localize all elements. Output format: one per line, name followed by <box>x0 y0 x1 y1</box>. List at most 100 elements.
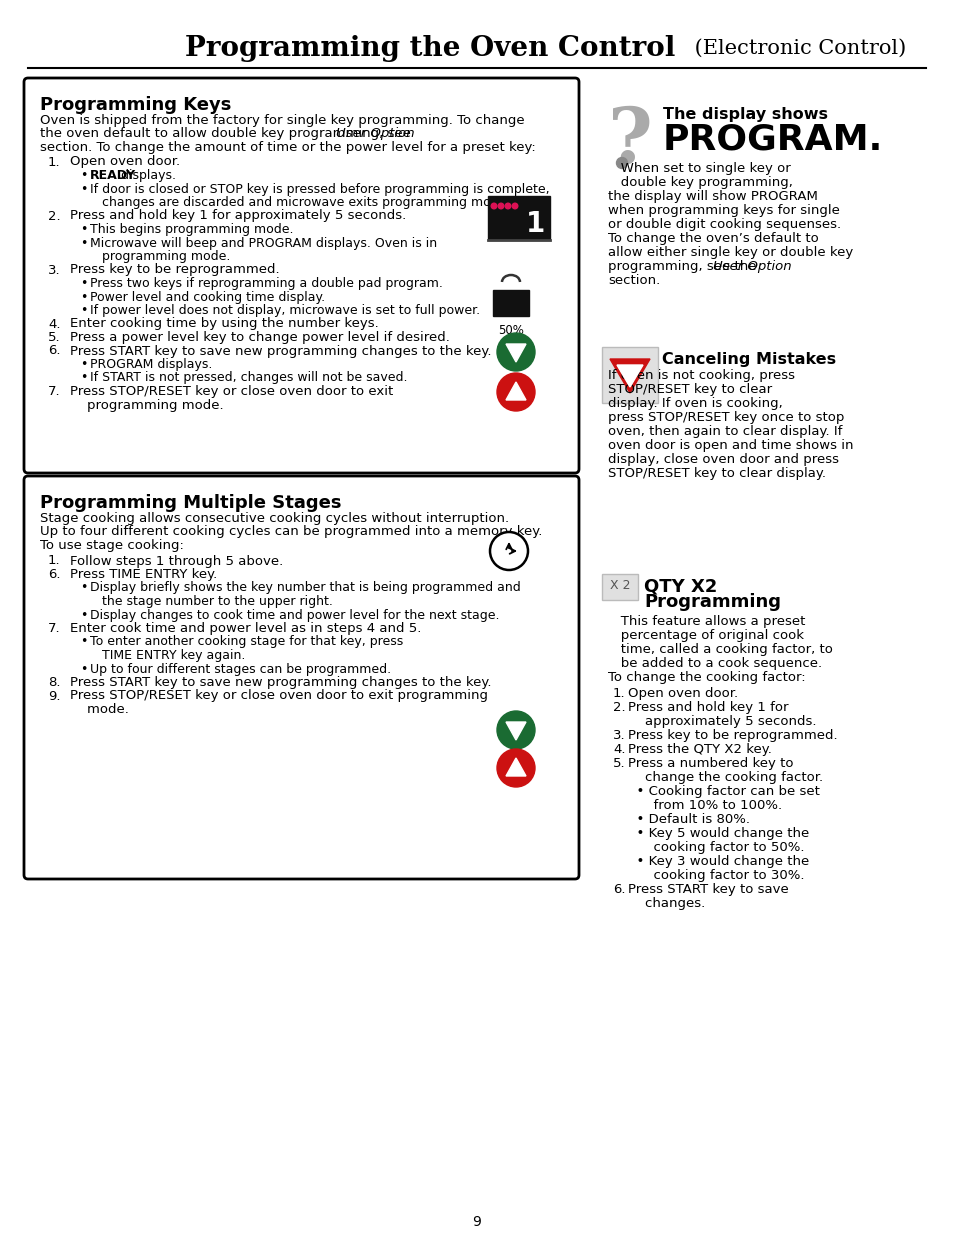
Text: Open oven door.: Open oven door. <box>627 687 738 700</box>
Text: The display shows: The display shows <box>662 107 827 122</box>
Text: TIME ENTRY key again.: TIME ENTRY key again. <box>90 650 245 662</box>
Text: Follow steps 1 through 5 above.: Follow steps 1 through 5 above. <box>70 555 283 568</box>
Text: READY: READY <box>90 169 136 182</box>
FancyBboxPatch shape <box>601 347 658 403</box>
FancyBboxPatch shape <box>493 290 529 316</box>
Text: If START is not pressed, changes will not be saved.: If START is not pressed, changes will no… <box>90 372 407 384</box>
Circle shape <box>616 158 627 168</box>
Text: (Electronic Control): (Electronic Control) <box>687 38 905 58</box>
Text: programming mode.: programming mode. <box>70 399 223 411</box>
FancyBboxPatch shape <box>24 475 578 879</box>
Text: 1: 1 <box>526 210 545 238</box>
Text: •: • <box>80 636 88 648</box>
Text: If oven is not cooking, press: If oven is not cooking, press <box>607 369 794 382</box>
Text: or double digit cooking sequenses.: or double digit cooking sequenses. <box>607 219 841 231</box>
Text: Microwave will beep and PROGRAM displays. Oven is in: Microwave will beep and PROGRAM displays… <box>90 236 436 249</box>
Text: Press key to be reprogrammed.: Press key to be reprogrammed. <box>70 263 279 277</box>
Text: Press a numbered key to: Press a numbered key to <box>627 757 793 769</box>
Text: Display changes to cook time and power level for the next stage.: Display changes to cook time and power l… <box>90 609 499 621</box>
Text: •: • <box>80 662 88 676</box>
Text: Press STOP/RESET key or close oven door to exit: Press STOP/RESET key or close oven door … <box>70 385 393 398</box>
Text: 9: 9 <box>472 1215 481 1229</box>
Text: Press START key to save new programming changes to the key.: Press START key to save new programming … <box>70 345 491 357</box>
Polygon shape <box>505 345 525 362</box>
Text: 4.: 4. <box>613 743 625 756</box>
FancyBboxPatch shape <box>601 574 638 600</box>
Polygon shape <box>505 722 525 740</box>
Circle shape <box>491 204 497 209</box>
Text: Canceling Mistakes: Canceling Mistakes <box>661 352 835 367</box>
Text: 1.: 1. <box>48 156 61 168</box>
Text: User Option: User Option <box>335 127 415 141</box>
Text: 9.: 9. <box>48 689 60 703</box>
Text: Programming Keys: Programming Keys <box>40 96 232 114</box>
Circle shape <box>490 532 527 571</box>
Text: Press two keys if reprogramming a double pad program.: Press two keys if reprogramming a double… <box>90 277 442 290</box>
Text: •: • <box>80 358 88 370</box>
Text: displays.: displays. <box>117 169 175 182</box>
Text: Press key to be reprogrammed.: Press key to be reprogrammed. <box>627 729 837 742</box>
Text: •: • <box>80 609 88 621</box>
Text: •: • <box>80 290 88 304</box>
Text: •: • <box>80 183 88 195</box>
Text: Press and hold key 1 for: Press and hold key 1 for <box>627 701 788 714</box>
Text: 8.: 8. <box>48 676 60 689</box>
Text: section.: section. <box>607 274 659 287</box>
Text: time, called a cooking factor, to: time, called a cooking factor, to <box>607 643 832 656</box>
Text: Programming the Oven Control: Programming the Oven Control <box>185 35 675 62</box>
Text: double key programming,: double key programming, <box>607 177 792 189</box>
Polygon shape <box>617 366 642 387</box>
Text: 6.: 6. <box>613 883 625 897</box>
Text: press STOP/RESET key once to stop: press STOP/RESET key once to stop <box>607 411 843 424</box>
Text: display. If oven is cooking,: display. If oven is cooking, <box>607 396 781 410</box>
Text: 1.: 1. <box>613 687 625 700</box>
Circle shape <box>497 333 535 370</box>
Text: 1.: 1. <box>48 555 61 568</box>
Text: Press START key to save: Press START key to save <box>627 883 788 897</box>
Text: the stage number to the upper right.: the stage number to the upper right. <box>90 595 333 608</box>
Text: If power level does not display, microwave is set to full power.: If power level does not display, microwa… <box>90 304 479 317</box>
Text: •: • <box>80 304 88 317</box>
Text: To use stage cooking:: To use stage cooking: <box>40 538 184 552</box>
Text: the display will show PROGRAM: the display will show PROGRAM <box>607 190 817 203</box>
Text: PROGRAM displays.: PROGRAM displays. <box>90 358 213 370</box>
Text: To change the cooking factor:: To change the cooking factor: <box>607 671 804 684</box>
Text: cooking factor to 50%.: cooking factor to 50%. <box>627 841 803 853</box>
Circle shape <box>497 204 503 209</box>
FancyBboxPatch shape <box>24 78 578 473</box>
Text: changes.: changes. <box>627 897 704 910</box>
Text: • Default is 80%.: • Default is 80%. <box>627 813 749 826</box>
Text: oven door is open and time shows in: oven door is open and time shows in <box>607 438 853 452</box>
Text: 7.: 7. <box>48 385 61 398</box>
Text: STOP/RESET key to clear: STOP/RESET key to clear <box>607 383 771 396</box>
Text: This begins programming mode.: This begins programming mode. <box>90 224 294 236</box>
Circle shape <box>497 373 535 411</box>
Polygon shape <box>609 359 649 393</box>
Text: Press STOP/RESET key or close oven door to exit programming: Press STOP/RESET key or close oven door … <box>70 689 488 703</box>
FancyBboxPatch shape <box>488 196 550 240</box>
Text: Programming Multiple Stages: Programming Multiple Stages <box>40 494 341 513</box>
Text: programming mode.: programming mode. <box>90 249 230 263</box>
Text: To change the oven’s default to: To change the oven’s default to <box>607 232 818 245</box>
Polygon shape <box>505 758 525 776</box>
Text: •: • <box>80 372 88 384</box>
Text: change the cooking factor.: change the cooking factor. <box>627 771 822 784</box>
Text: 50%: 50% <box>497 324 523 337</box>
Polygon shape <box>505 382 525 400</box>
Text: Press TIME ENTRY key.: Press TIME ENTRY key. <box>70 568 217 580</box>
Text: be added to a cook sequence.: be added to a cook sequence. <box>607 657 821 671</box>
Text: Power level and cooking time display.: Power level and cooking time display. <box>90 290 325 304</box>
Text: •: • <box>80 582 88 594</box>
Text: If door is closed or STOP key is pressed before programming is complete,: If door is closed or STOP key is pressed… <box>90 183 549 195</box>
Text: Press a power level key to change power level if desired.: Press a power level key to change power … <box>70 331 450 345</box>
Text: Programming: Programming <box>643 593 781 611</box>
Text: • Key 5 would change the: • Key 5 would change the <box>627 827 808 840</box>
Text: 2.: 2. <box>613 701 625 714</box>
Text: QTY X2: QTY X2 <box>643 577 717 595</box>
Text: 6.: 6. <box>48 345 60 357</box>
Text: display, close oven door and press: display, close oven door and press <box>607 453 838 466</box>
Text: programming, see the: programming, see the <box>607 261 760 273</box>
Text: STOP/RESET key to clear display.: STOP/RESET key to clear display. <box>607 467 825 480</box>
Text: percentage of original cook: percentage of original cook <box>607 629 803 642</box>
Text: X 2: X 2 <box>609 579 630 592</box>
